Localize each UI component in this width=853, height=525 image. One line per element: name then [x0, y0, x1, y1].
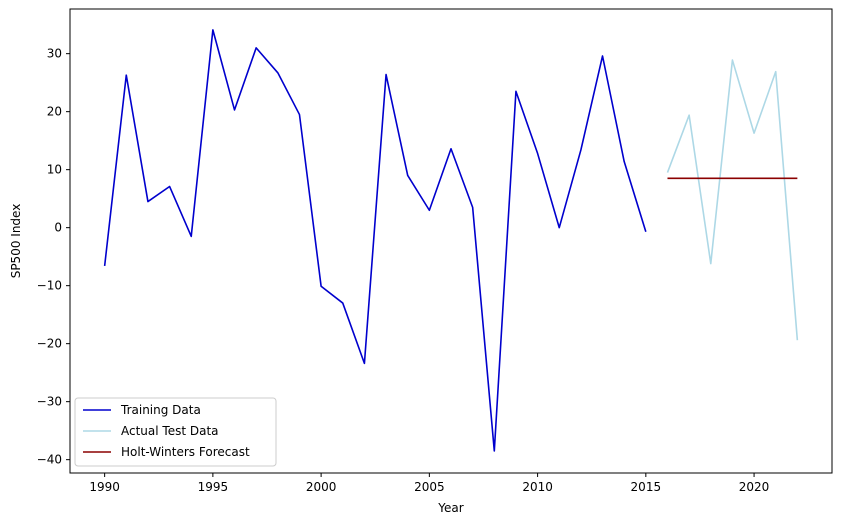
- series-line-actual-test-data: [666, 59, 799, 341]
- axis-ticks: 1990 1995 2000 2005 2010 2015 2020−40−30−20−10…: [37, 47, 770, 494]
- x-tick-label: 1995: [198, 480, 229, 494]
- y-tick-label: −10: [37, 279, 62, 293]
- plot-frame: [69, 8, 833, 474]
- y-tick-label: −40: [37, 453, 62, 467]
- legend-entry-label: Holt-Winters Forecast: [121, 445, 250, 459]
- x-tick-label: 2015: [631, 480, 662, 494]
- y-tick-label: −20: [37, 337, 62, 351]
- y-tick-label: 20: [47, 105, 62, 119]
- series-line-training-data: [103, 29, 647, 452]
- y-axis-label: SP500 Index: [9, 204, 23, 279]
- y-tick-label: 10: [47, 163, 62, 177]
- legend-entry-label: Training Data: [120, 403, 201, 417]
- y-tick-label: 0: [54, 221, 62, 235]
- x-tick-label: 2020: [739, 480, 770, 494]
- x-tick-label: 2000: [306, 480, 337, 494]
- x-axis-label: Year: [437, 501, 463, 515]
- x-tick-label: 1990: [89, 480, 120, 494]
- x-tick-label: 2010: [522, 480, 553, 494]
- x-tick-label: 2005: [414, 480, 445, 494]
- legend-entry-label: Actual Test Data: [121, 424, 219, 438]
- legend-box: [74, 397, 277, 467]
- y-tick-label: −30: [37, 395, 62, 409]
- y-tick-label: 30: [47, 47, 62, 61]
- plot-area: [103, 29, 799, 452]
- legend: Training Data Actual Test Data Holt-Winter…: [74, 397, 277, 467]
